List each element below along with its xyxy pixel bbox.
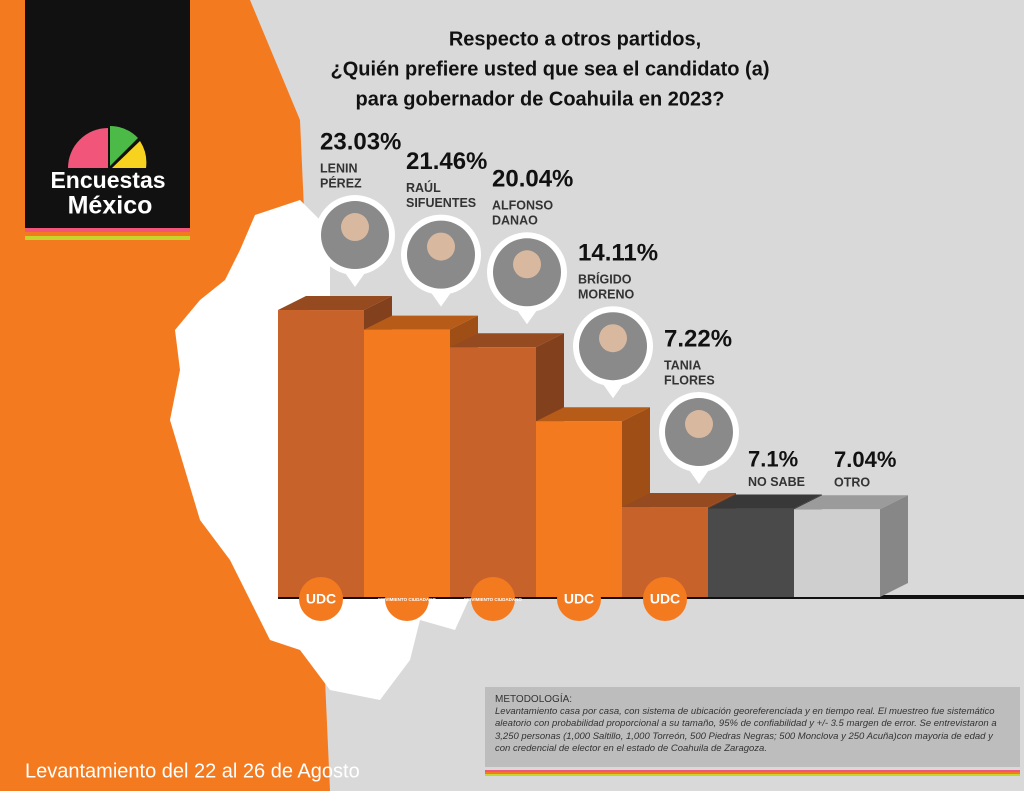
logo-pie [110,126,138,166]
bar [450,347,536,597]
candidate-name: LENIN [320,161,358,175]
bar [536,421,622,597]
candidate-name: PÉREZ [320,175,362,190]
value-label: 23.03% [320,128,401,155]
party-logo [385,577,429,621]
map [170,200,470,700]
bar-top [536,407,650,422]
candidate-name: TANIA [664,358,701,372]
value-label: 7.22% [664,325,732,352]
photo-face [513,250,541,279]
bar-top [364,315,478,330]
logo-strip [25,236,190,240]
logo-pie [112,141,147,168]
party-logo [299,577,343,621]
photo-face [427,232,455,261]
party-logo [471,577,515,621]
party-logo [643,577,687,621]
photo-face [599,324,627,353]
methodology-heading: METODOLOGÍA: [495,694,573,705]
candidate-name: SIFUENTES [406,196,476,210]
logo-strip [25,228,190,232]
logo-pie [68,128,108,168]
title: ¿Quién prefiere usted que sea el candida… [331,58,770,80]
footer: Levantamiento del 22 al 26 de Agosto [25,760,360,782]
candidate-name: RAÚL [406,180,441,195]
value-label: 21.46% [406,148,487,175]
bar [278,310,364,597]
photo-face [341,213,369,242]
bar-top [278,296,392,311]
strip [485,770,1020,776]
candidate-name: MORENO [578,287,635,301]
bar [794,509,880,597]
title: para gobernador de Coahuila en 2023? [356,88,725,110]
candidate-name: DANAO [492,214,538,228]
bar-top [708,494,822,509]
bar [364,329,450,597]
methodology-text: Levantamiento casa por casa, con sistema… [495,706,997,755]
candidate-name: FLORES [664,373,715,387]
party-logo [557,577,601,621]
value-label: 7.04% [834,447,896,472]
candidate-name: BRÍGIDO [578,271,632,286]
methodology: METODOLOGÍA: Levantamiento casa por casa,… [485,687,1020,767]
value-label: 7.1% [748,446,798,471]
bar-top [450,333,564,348]
bar-top [622,493,736,508]
value-label: 14.11% [578,240,658,267]
logo-text: México [68,192,153,220]
party-name: UDC [650,591,680,607]
party-name: MOVIMIENTO CIUDADANO [378,597,436,602]
photo-face [685,410,713,439]
category-name: OTRO [834,476,870,490]
logo-box [25,0,190,232]
party-name: MOVIMIENTO CIUDADANO [464,597,522,602]
bar-side [880,495,908,597]
title: Respecto a otros partidos, [449,28,701,50]
party-name: UDC [564,591,594,607]
bar [708,508,794,597]
bar-top [794,495,908,510]
party-name: UDC [306,591,336,607]
category-name: NO SABE [748,475,805,489]
logo-text: Encuestas [50,167,165,193]
candidate-name: ALFONSO [492,199,553,213]
logo-strip [25,232,190,236]
value-label: 20.04% [492,166,573,193]
